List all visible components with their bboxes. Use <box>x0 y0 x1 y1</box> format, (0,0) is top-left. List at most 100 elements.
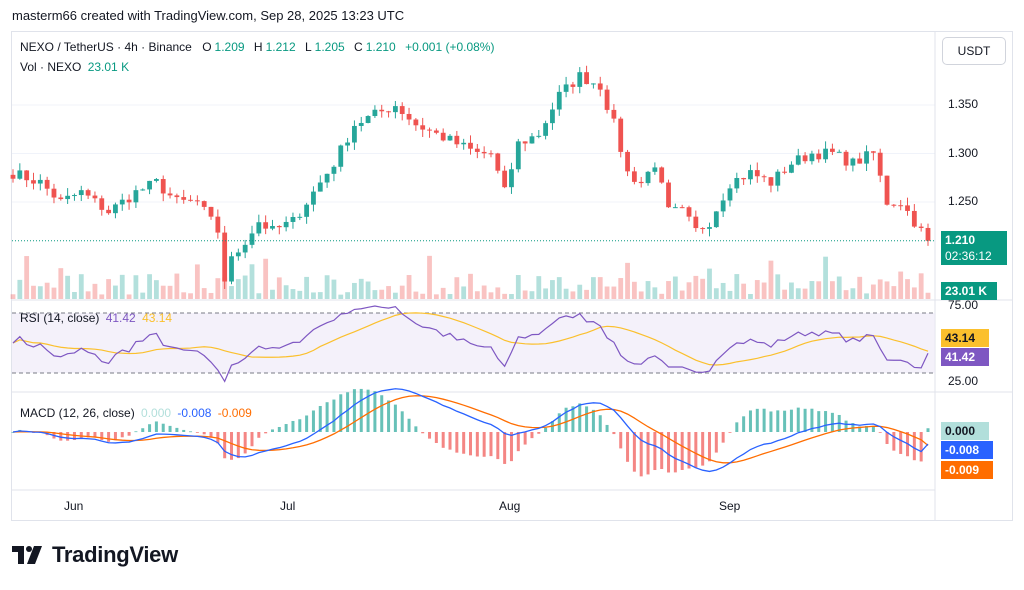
macd-hist-bar <box>161 423 165 432</box>
volume-bar <box>147 274 152 299</box>
candle-body <box>379 109 385 112</box>
candle-body <box>420 125 426 130</box>
candle-body <box>884 175 890 205</box>
candle-body <box>898 205 904 207</box>
macd-hist-bar <box>626 432 630 462</box>
macd-hist-bar <box>291 420 295 432</box>
currency-unit-button[interactable]: USDT <box>942 37 1006 65</box>
macd-hist-bar <box>885 432 889 445</box>
macd-hist-bar <box>339 394 343 432</box>
candle-body <box>734 178 740 189</box>
volume-bar <box>898 271 904 299</box>
candle-body <box>905 205 910 211</box>
candle-body <box>830 148 835 152</box>
volume-bar <box>133 275 139 299</box>
volume-bar <box>768 260 774 299</box>
volume-bar <box>372 290 378 299</box>
macd-hist-bar <box>878 432 882 433</box>
volume-bar <box>290 289 296 299</box>
macd-hist-bar <box>585 406 589 432</box>
volume-bar <box>707 268 712 299</box>
candle-body <box>556 91 562 110</box>
macd-histogram <box>11 388 930 477</box>
candle-body <box>891 204 897 206</box>
brand-logo: TradingView <box>12 542 178 568</box>
volume-legend: Vol · NEXO 23.01 K <box>20 60 132 74</box>
macd-hist-bar <box>578 403 582 432</box>
candle-body <box>215 216 221 233</box>
candle-body <box>37 179 43 184</box>
candle-body <box>461 142 467 145</box>
volume-bar <box>78 274 84 299</box>
macd-hist-bar <box>59 432 63 441</box>
volume-bar <box>10 294 16 299</box>
volume-bar <box>809 281 815 299</box>
macd-hist-bar <box>680 432 684 470</box>
macd-hist-bar <box>598 415 602 432</box>
volume-bar <box>65 275 71 299</box>
candle-body <box>577 72 583 87</box>
macd-hist-bar <box>195 432 199 433</box>
volume-bar <box>830 281 835 299</box>
candle-body <box>843 151 849 166</box>
candle-body <box>406 113 412 120</box>
volume-bar <box>297 290 303 299</box>
candle-body <box>365 116 371 123</box>
macd-hist-bar <box>537 432 541 434</box>
candle-body <box>304 204 310 217</box>
macd-hist-bar <box>230 432 234 460</box>
last-price-tag: 1.210 02:36:12 <box>941 231 1007 265</box>
candle-body <box>188 199 193 201</box>
macd-hist-bar <box>387 400 391 432</box>
price-grid <box>12 104 935 203</box>
macd-hist-bar <box>653 432 657 471</box>
volume-bar <box>324 275 330 299</box>
candle-body <box>413 119 419 126</box>
volume-bar <box>816 281 822 299</box>
time-label-sep: Sep <box>719 499 741 513</box>
candle-body <box>679 207 685 209</box>
signal-legend-value: -0.009 <box>217 406 252 420</box>
volume-bar <box>918 273 924 299</box>
macd-hist-bar <box>284 424 288 432</box>
volume-bar <box>92 283 98 299</box>
candle-body <box>324 173 330 183</box>
candle-body <box>597 83 603 90</box>
macd-hist-legend-value: 0.000 <box>141 406 172 420</box>
macd-hist-bar <box>332 399 336 432</box>
volume-bar <box>345 292 350 299</box>
macd-hist-bar <box>530 432 534 439</box>
macd-hist-bar <box>209 432 213 438</box>
volume-bar <box>522 290 528 299</box>
macd-hist-bar <box>557 413 561 432</box>
volume-bar <box>720 282 726 299</box>
macd-hist-bar <box>796 407 800 432</box>
volume-bar <box>666 281 671 299</box>
macd-hist-bar <box>66 432 70 441</box>
candle-body <box>782 171 788 173</box>
candle-body <box>666 182 671 208</box>
high-value: 1.212 <box>265 40 296 54</box>
candle-body <box>51 188 57 198</box>
macd-hist-bar <box>728 432 732 433</box>
volume-bar <box>748 293 753 299</box>
volume-bar <box>891 286 897 299</box>
candle-body <box>693 216 699 229</box>
volume-bar <box>263 258 269 299</box>
candle-body <box>515 141 521 170</box>
macd-hist-bar <box>817 411 821 432</box>
volume-bar <box>638 291 644 299</box>
volume-bar <box>181 292 187 299</box>
macd-hist-bar <box>100 432 104 440</box>
candle-body <box>24 170 30 181</box>
volume-bar <box>604 286 610 299</box>
close-value: 1.210 <box>365 40 396 54</box>
last-price-value: 1.210 <box>945 233 976 247</box>
candle-body <box>10 174 16 179</box>
candle-body <box>440 132 446 141</box>
candle-body <box>618 118 624 152</box>
volume-bar <box>379 289 385 299</box>
macd-hist-bar <box>810 408 814 432</box>
volume-bar <box>358 278 364 299</box>
